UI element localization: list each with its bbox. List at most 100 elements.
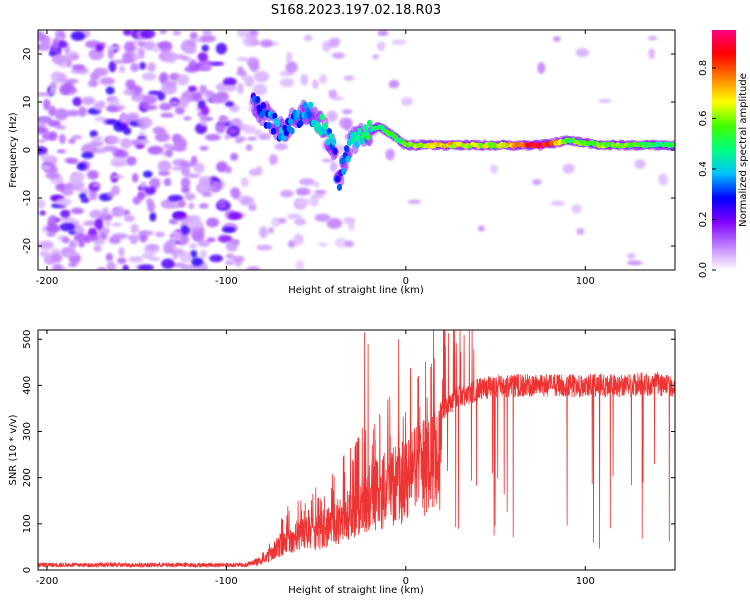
noise-blob — [553, 36, 561, 42]
noise-blob — [70, 207, 84, 215]
noise-blob — [139, 61, 146, 70]
y-tick-label: 200 — [22, 468, 33, 487]
noise-blob — [326, 218, 343, 229]
noise-blob — [47, 119, 61, 128]
noise-blob — [318, 242, 328, 248]
noise-blob — [163, 143, 173, 150]
noise-blob — [40, 163, 52, 171]
noise-blob — [41, 132, 56, 141]
ridge-cell — [345, 155, 351, 163]
noise-blob — [180, 166, 191, 177]
ridge-cell — [288, 117, 294, 125]
noise-blob — [88, 192, 98, 201]
noise-blob — [77, 106, 88, 117]
noise-blob — [200, 119, 207, 127]
noise-blob — [199, 84, 207, 92]
noise-blob — [49, 87, 56, 95]
noise-blob — [39, 210, 46, 216]
noise-blob — [575, 47, 589, 58]
ridge-cell — [336, 183, 343, 191]
noise-blob — [59, 222, 76, 232]
noise-blob — [184, 48, 196, 55]
noise-blob — [44, 155, 58, 165]
noise-blob — [62, 55, 72, 61]
noise-blob — [63, 251, 79, 257]
noise-blob — [159, 102, 173, 111]
noise-blob — [634, 159, 646, 170]
noise-blob — [173, 136, 187, 149]
noise-blob — [127, 234, 141, 241]
noise-blob — [166, 148, 173, 158]
noise-blob — [299, 178, 315, 186]
ridge-cell — [341, 168, 347, 176]
ridge-cell — [362, 124, 368, 132]
noise-blob — [562, 163, 575, 174]
noise-blob — [38, 240, 54, 250]
noise-blob — [230, 187, 239, 199]
noise-blob — [105, 105, 119, 112]
noise-blob — [327, 39, 340, 48]
ridge-cell — [356, 127, 363, 135]
noise-blob — [253, 40, 261, 46]
noise-blob — [278, 217, 287, 224]
noise-blob — [80, 197, 90, 204]
noise-blob — [169, 248, 185, 256]
noise-blob — [191, 257, 203, 267]
noise-blob — [99, 77, 115, 86]
noise-blob — [222, 77, 237, 87]
noise-blob — [111, 233, 128, 240]
noise-blob — [216, 161, 228, 173]
noise-blob — [228, 211, 243, 220]
ridge-cell — [298, 119, 304, 127]
noise-blob — [224, 260, 235, 266]
noise-blob — [54, 108, 69, 121]
noise-blob — [400, 97, 413, 106]
noise-blob — [156, 41, 172, 48]
noise-blob — [189, 31, 198, 41]
colorbar-tick-label: 0.8 — [698, 60, 709, 76]
noise-blob — [137, 42, 146, 47]
noise-blob — [172, 30, 181, 36]
noise-blob — [198, 175, 212, 186]
noise-blob — [230, 152, 239, 161]
noise-blob — [93, 240, 105, 245]
colorbar-label: Normalized spectral amplitude — [738, 73, 749, 227]
ridge-cell — [335, 175, 341, 183]
snr-frame — [37, 329, 676, 571]
noise-blob — [38, 139, 47, 144]
noise-blob — [38, 31, 46, 42]
noise-blob — [122, 30, 133, 36]
noise-blob — [105, 86, 115, 95]
y-tick-label: 0 — [22, 147, 33, 153]
noise-blob — [89, 139, 104, 148]
noise-blob — [136, 119, 145, 126]
noise-blob — [319, 74, 328, 84]
noise-blob — [66, 109, 80, 117]
noise-blob — [51, 53, 67, 65]
noise-blob — [91, 53, 102, 59]
noise-blob — [245, 144, 253, 151]
ridge-cell — [275, 120, 281, 128]
noise-blob — [339, 117, 353, 129]
noise-blob — [219, 115, 229, 124]
noise-blob — [236, 70, 247, 76]
noise-blob — [38, 127, 49, 135]
noise-blob — [39, 250, 50, 258]
ridge-cell — [295, 110, 301, 118]
noise-blob — [344, 240, 355, 248]
noise-blob — [178, 96, 189, 109]
noise-blob — [199, 145, 209, 151]
noise-blob — [312, 79, 319, 90]
noise-blob — [279, 78, 295, 88]
noise-blob — [388, 79, 400, 89]
noise-blob — [161, 258, 175, 269]
spectrogram-x-ticks: -200 -100 0 100 — [36, 30, 595, 287]
noise-blob — [195, 66, 212, 72]
noise-blob — [126, 112, 140, 122]
noise-blob — [225, 165, 232, 174]
noise-blob — [331, 52, 345, 59]
ridge-cell — [306, 111, 312, 119]
noise-blob — [314, 213, 331, 222]
noise-blob — [280, 189, 294, 198]
noise-blob — [268, 154, 278, 166]
